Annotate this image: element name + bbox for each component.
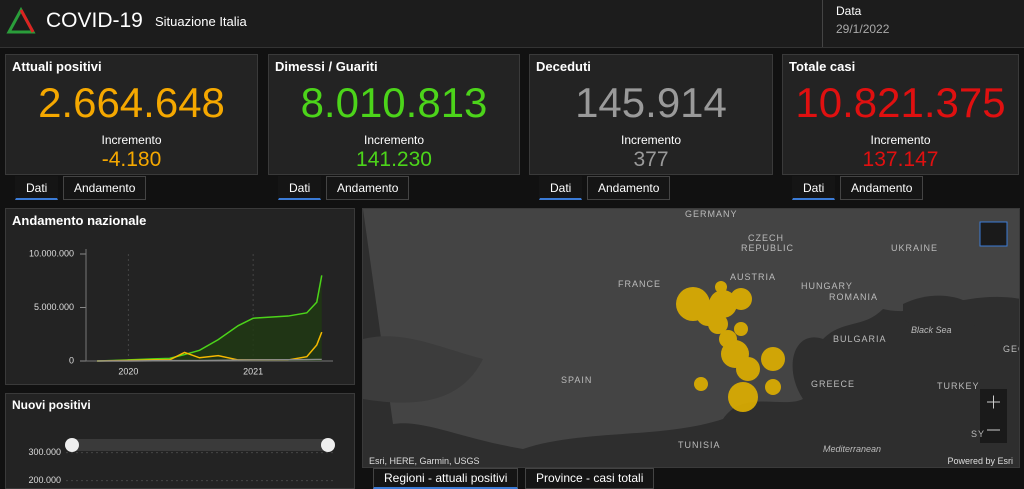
card-tab[interactable]: Andamento [326, 176, 410, 200]
date-label: Data [836, 4, 862, 18]
card-title: Attuali positivi [12, 59, 102, 74]
map-label: GEC [1003, 344, 1019, 354]
stat-card: Attuali positivi 2.664.648 Incremento -4.18… [5, 54, 258, 175]
app-title: COVID-19 [46, 9, 143, 32]
map-label: HUNGARY [801, 281, 853, 291]
powered-by: Powered by Esri [947, 456, 1013, 466]
map-label: TUNISIA [678, 440, 721, 450]
divider [822, 0, 823, 47]
slider-handle[interactable] [321, 438, 335, 452]
card-increment: -4.180 [101, 148, 162, 171]
map-label: CZECH [748, 233, 784, 243]
slider-handle[interactable] [65, 438, 79, 452]
card-increment: 141.230 [356, 148, 432, 171]
card-title: Totale casi [789, 59, 856, 74]
legend-button[interactable] [979, 221, 1008, 247]
app-subtitle: Situazione Italia [155, 14, 247, 29]
line [97, 275, 323, 362]
card-tab[interactable]: Dati [15, 176, 59, 200]
logo [6, 6, 36, 34]
card-tab[interactable]: Andamento [840, 176, 924, 200]
card-increment-label: Incremento [363, 133, 425, 147]
card-title: Dimessi / Guariti [275, 59, 378, 74]
date: 29/1/2022 [836, 22, 890, 36]
panel-title: Andamento nazionale [12, 213, 147, 228]
card-increment-label: Incremento [620, 133, 682, 147]
card-increment: 377 [633, 148, 669, 171]
card-tab[interactable]: Andamento [63, 176, 147, 200]
y-tick-label: 5.000.000 [34, 302, 74, 312]
card-title: Deceduti [536, 59, 591, 74]
map-label: GERMANY [685, 209, 738, 219]
map-label: Mediterranean [823, 444, 882, 454]
card-value: 2.664.648 [38, 79, 225, 126]
map-label: TURKEY [937, 381, 980, 391]
map-tab[interactable]: Province - casi totali [525, 468, 655, 489]
map-label: BULGARIA [833, 334, 887, 344]
card-tab[interactable]: Dati [278, 176, 322, 200]
map-label: Black Sea [911, 325, 952, 335]
header: COVID-19 Situazione Italia Data 29/1/202… [0, 0, 1024, 48]
card-value: 8.010.813 [300, 79, 488, 126]
card-value: 145.914 [575, 79, 727, 126]
slider-track [72, 439, 328, 451]
stat-card: Deceduti 145.914 Incremento 377 [529, 54, 773, 175]
map-label: SPAIN [561, 375, 593, 385]
card-value: 10.821.375 [795, 79, 1006, 126]
x-tick-label: 2021 [243, 366, 263, 376]
line [97, 358, 322, 362]
card-tab[interactable]: Andamento [587, 176, 671, 200]
new-positives-panel: Nuovi positivi 200.000 300.000 [5, 393, 355, 489]
map-tab[interactable]: Regioni - attuali positivi [373, 468, 519, 489]
card-increment: 137.147 [862, 148, 939, 171]
card-increment-label: Incremento [101, 133, 162, 147]
map-label: GREECE [811, 379, 856, 389]
line [97, 331, 323, 362]
y-tick-label: 0 [69, 355, 74, 365]
map-label: REPUBLIC [741, 243, 795, 253]
new-positives-chart: 200.000 300.000 [28, 438, 336, 485]
region-bubbles [676, 281, 785, 412]
map-label: AUSTRIA [730, 272, 777, 282]
stat-card: Totale casi 10.821.375 Incremento 137.147 [782, 54, 1019, 175]
trend-chart: 0 5.000.000 10.000.000 2020 2021 [29, 248, 333, 376]
stat-card: Dimessi / Guariti 8.010.813 Incremento 141.… [268, 54, 520, 175]
map-label: UKRAINE [891, 243, 939, 253]
y-tick-label: 10.000.000 [29, 248, 74, 258]
map-label: FRANCE [618, 279, 662, 289]
panel-title: Nuovi positivi [12, 398, 91, 412]
map-label: ROMANIA [829, 292, 879, 302]
map-base [363, 209, 1019, 449]
y-tick-label: 200.000 [28, 475, 61, 485]
attribution: Esri, HERE, Garmin, USGS [369, 456, 480, 466]
card-increment-label: Incremento [870, 133, 931, 147]
trend-panel: Andamento nazionale 0 5.000.000 10.000.000… [5, 208, 355, 385]
card-tab[interactable]: Dati [792, 176, 836, 200]
y-tick-label: 300.000 [28, 447, 61, 457]
x-tick-label: 2020 [118, 366, 138, 376]
map-label: SY [971, 429, 986, 439]
area [97, 275, 322, 361]
map: GERMANY CZECH REPUBLIC UKRAINE FRANCE AUSTRIA… [362, 208, 1020, 468]
card-tab[interactable]: Dati [539, 176, 583, 200]
